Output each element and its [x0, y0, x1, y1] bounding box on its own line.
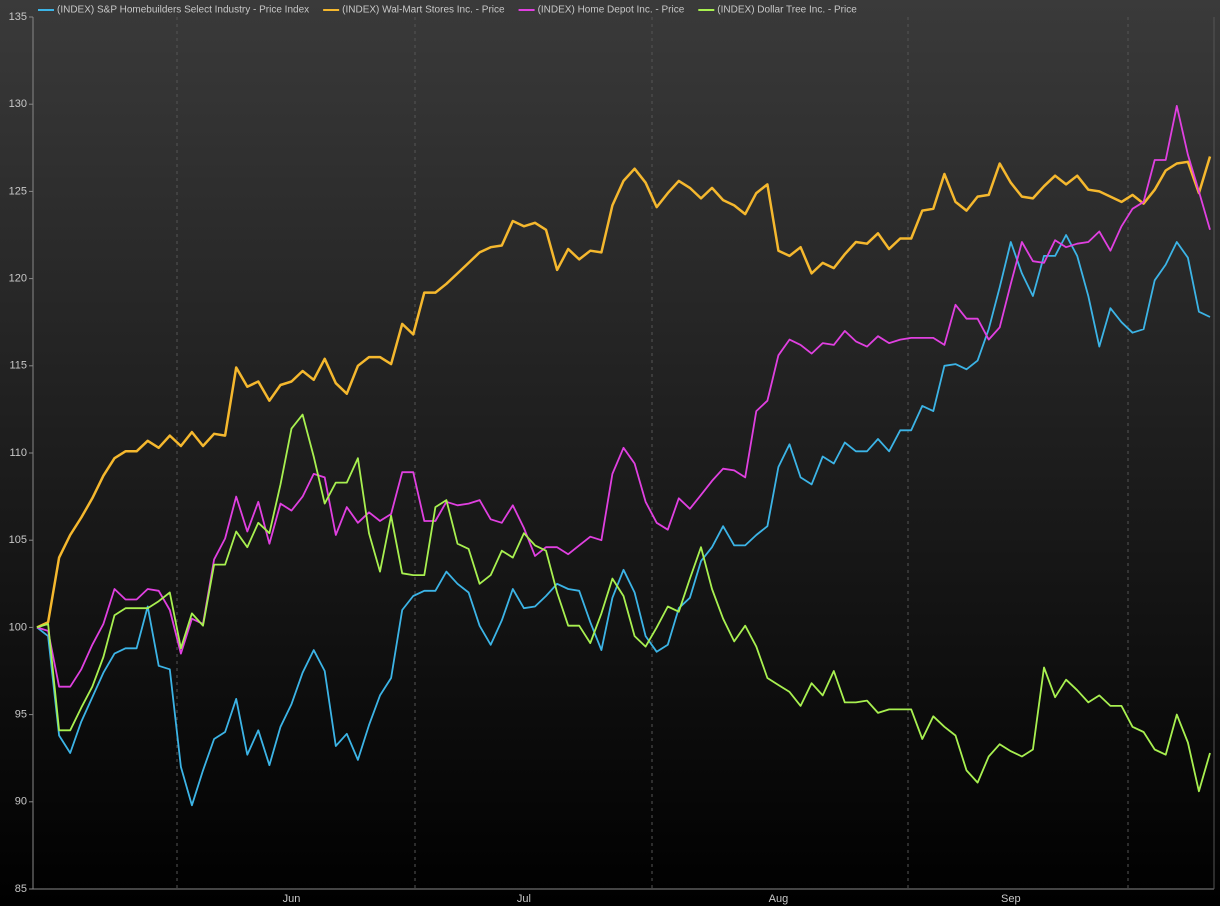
- y-tick-label: 95: [15, 709, 27, 721]
- series-line: [36, 156, 1212, 629]
- y-tick-label: 120: [9, 273, 27, 285]
- legend-label: (INDEX) Dollar Tree Inc. - Price: [717, 5, 857, 16]
- x-tick-label: Jul: [517, 893, 531, 905]
- x-tick-label: Aug: [769, 893, 789, 905]
- x-tick-label: Sep: [1001, 893, 1021, 905]
- series-line: [36, 105, 1211, 688]
- y-tick-label: 130: [9, 98, 27, 110]
- series-line: [36, 413, 1211, 793]
- legend-label: (INDEX) S&P Homebuilders Select Industry…: [57, 5, 309, 16]
- legend-label: (INDEX) Home Depot Inc. - Price: [538, 5, 685, 16]
- y-tick-label: 125: [9, 185, 27, 197]
- y-tick-label: 135: [9, 11, 27, 23]
- y-tick-label: 90: [15, 796, 27, 808]
- series-line: [36, 234, 1211, 807]
- y-tick-label: 100: [9, 621, 27, 633]
- x-tick-label: Jun: [283, 893, 301, 905]
- y-tick-label: 85: [15, 883, 27, 895]
- y-tick-label: 115: [9, 360, 27, 372]
- y-tick-label: 105: [9, 534, 27, 546]
- y-tick-label: 110: [9, 447, 27, 459]
- legend-label: (INDEX) Wal-Mart Stores Inc. - Price: [342, 5, 505, 16]
